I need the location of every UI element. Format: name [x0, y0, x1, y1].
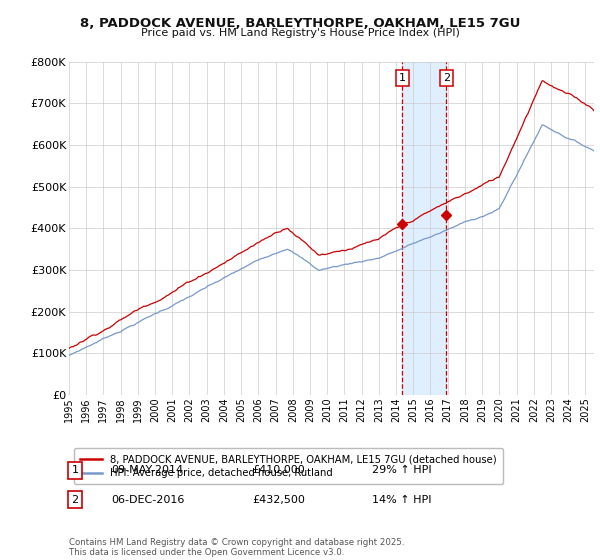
Text: £410,000: £410,000	[252, 465, 305, 475]
Text: 14% ↑ HPI: 14% ↑ HPI	[372, 494, 431, 505]
Text: 2: 2	[71, 494, 79, 505]
Bar	[402, 62, 446, 395]
Text: 06-DEC-2016: 06-DEC-2016	[111, 494, 184, 505]
Text: 2: 2	[443, 73, 450, 83]
Text: 8, PADDOCK AVENUE, BARLEYTHORPE, OAKHAM, LE15 7GU: 8, PADDOCK AVENUE, BARLEYTHORPE, OAKHAM,…	[80, 17, 520, 30]
Text: £432,500: £432,500	[252, 494, 305, 505]
Text: Price paid vs. HM Land Registry's House Price Index (HPI): Price paid vs. HM Land Registry's House …	[140, 28, 460, 38]
Text: 1: 1	[71, 465, 79, 475]
Legend: 8, PADDOCK AVENUE, BARLEYTHORPE, OAKHAM, LE15 7GU (detached house), HPI: Average: 8, PADDOCK AVENUE, BARLEYTHORPE, OAKHAM,…	[74, 448, 503, 484]
Text: 09-MAY-2014: 09-MAY-2014	[111, 465, 183, 475]
Text: 1: 1	[399, 73, 406, 83]
Text: Contains HM Land Registry data © Crown copyright and database right 2025.
This d: Contains HM Land Registry data © Crown c…	[69, 538, 404, 557]
Text: 29% ↑ HPI: 29% ↑ HPI	[372, 465, 431, 475]
